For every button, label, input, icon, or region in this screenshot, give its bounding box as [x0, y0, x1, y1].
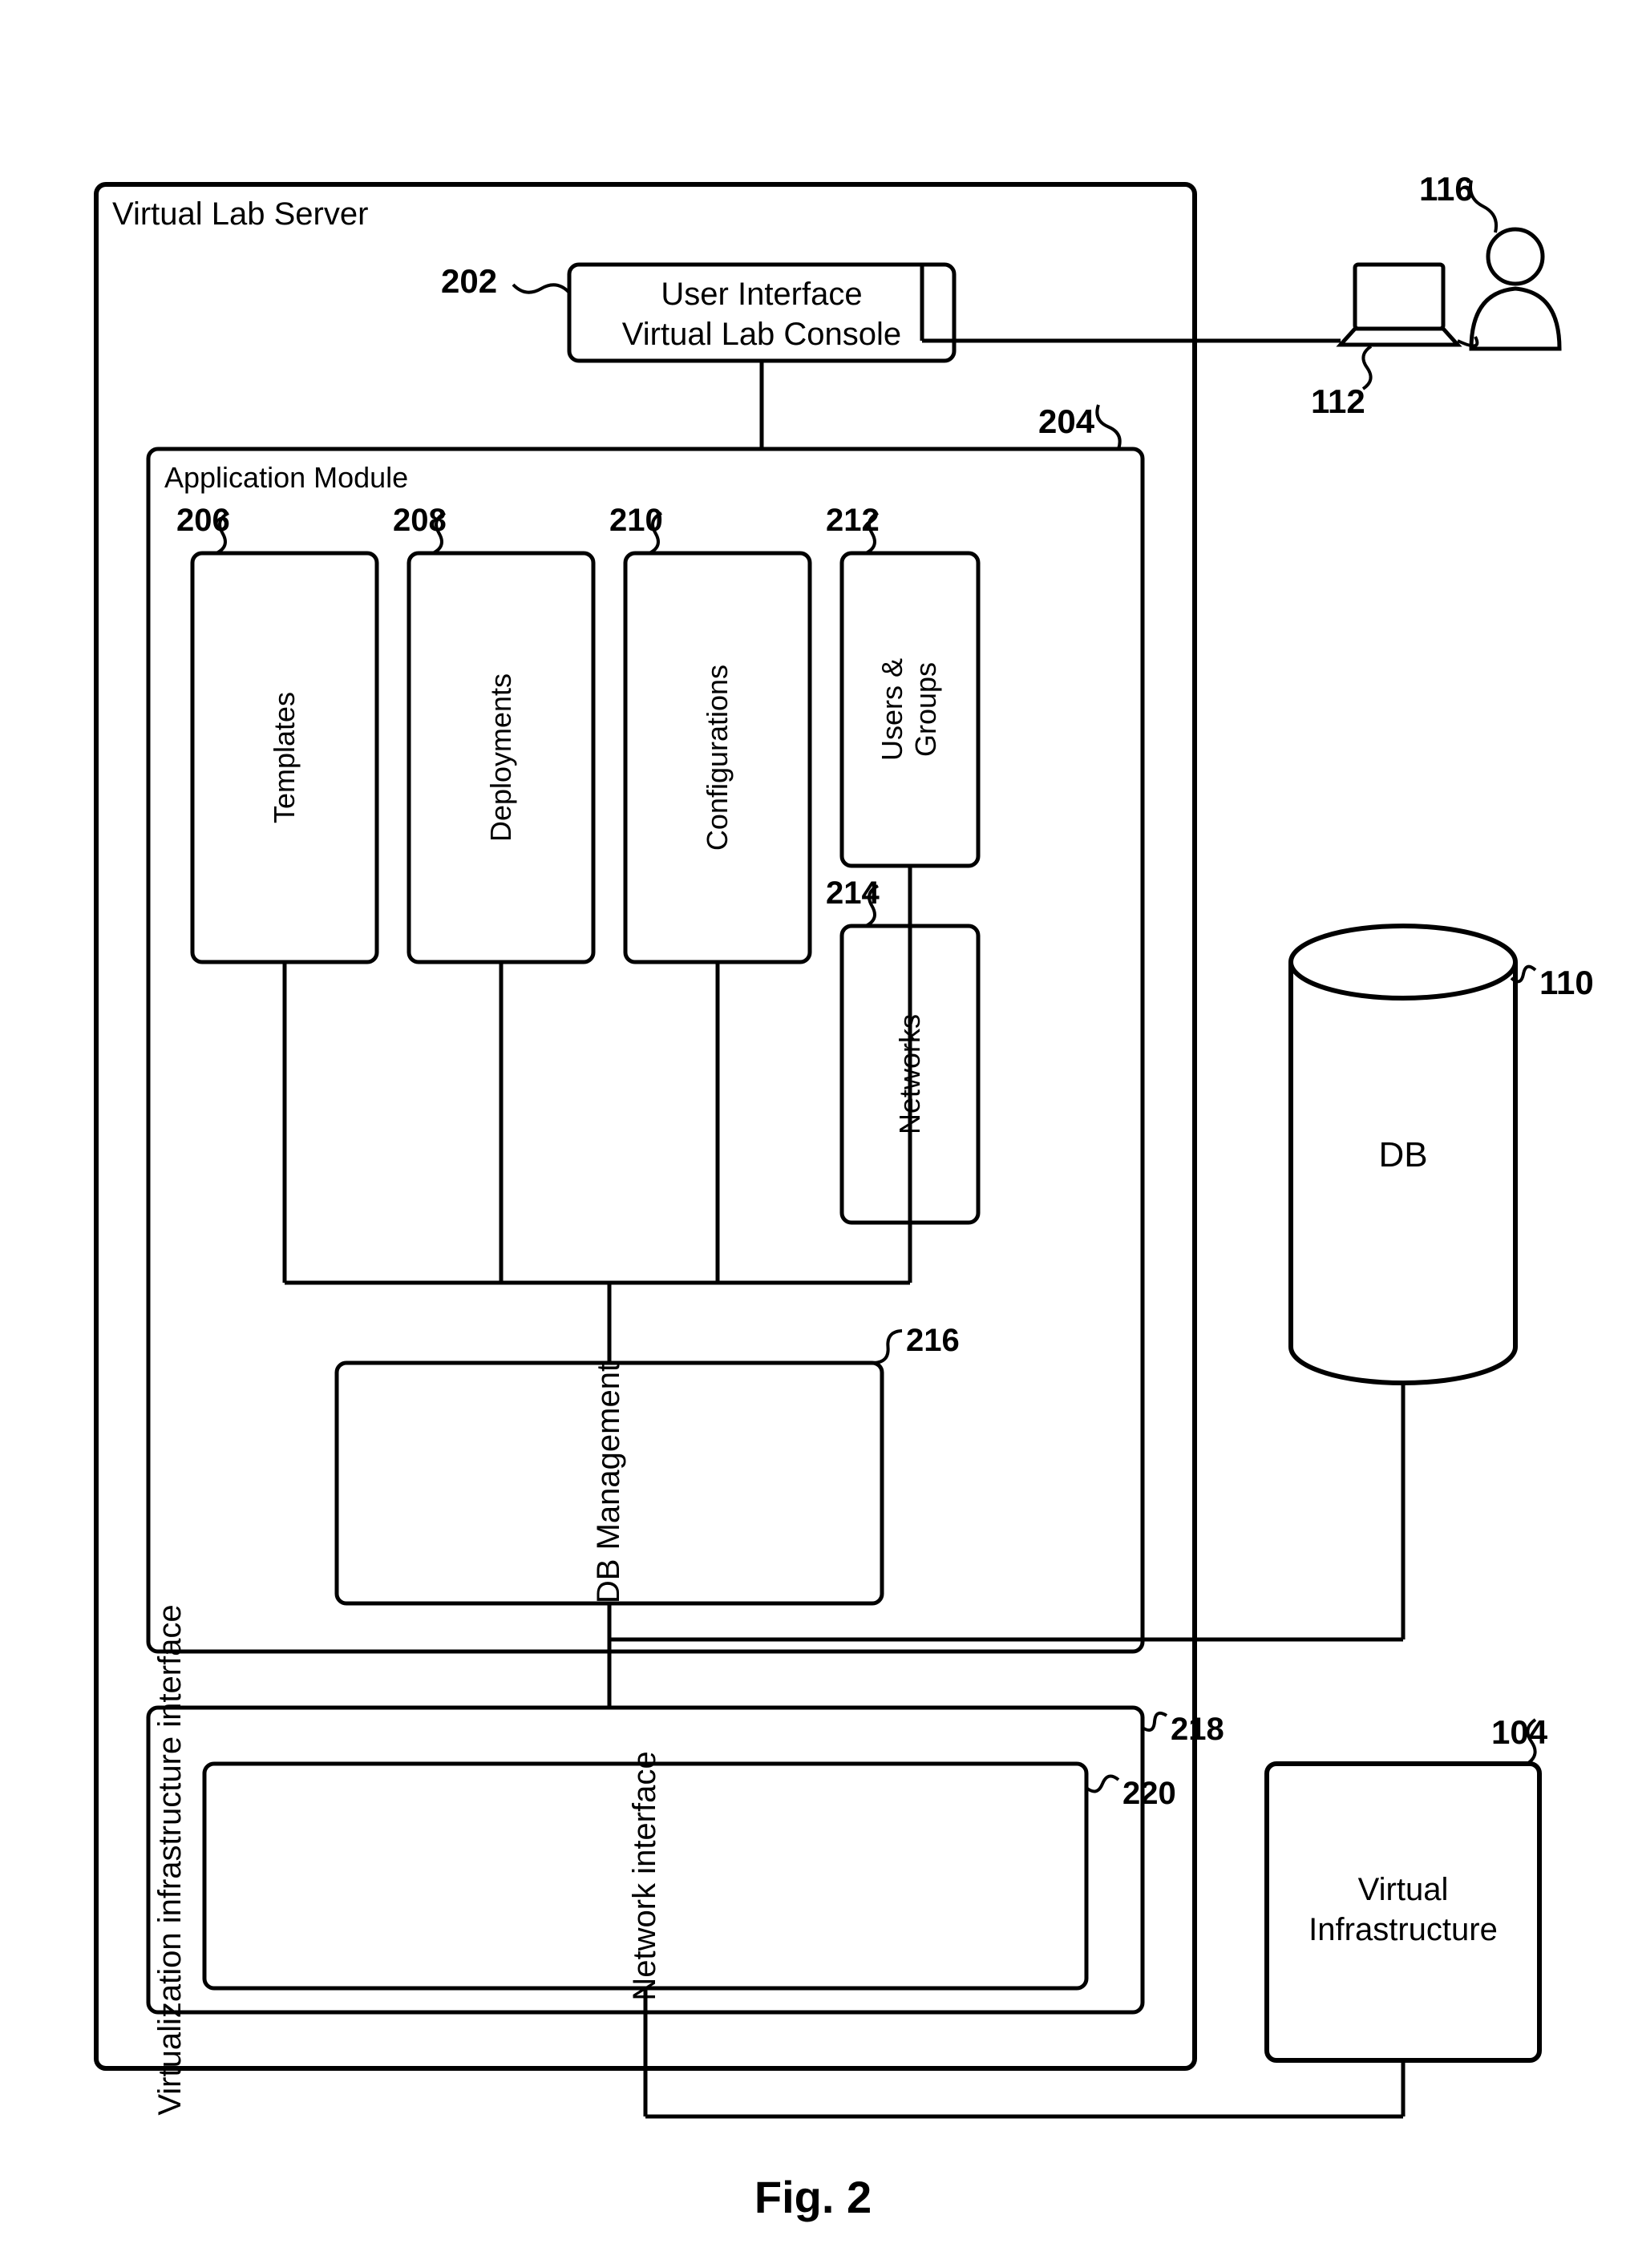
- ref-202: 202: [441, 262, 497, 300]
- user-interface-line2: Virtual Lab Console: [622, 317, 901, 352]
- ref-110: 110: [1539, 964, 1594, 1001]
- db-management-label: DB Management: [591, 1363, 626, 1603]
- ref-220: 220: [1122, 1776, 1176, 1811]
- laptop-screen: [1355, 265, 1443, 329]
- db-cylinder-top: [1291, 926, 1515, 998]
- user-body: [1471, 289, 1559, 349]
- ref-116: 116: [1419, 170, 1474, 208]
- ref-216: 216: [906, 1323, 960, 1358]
- user-interface-line1: User Interface: [661, 277, 862, 312]
- ref-112: 112: [1311, 382, 1365, 420]
- users-groups-label1: Users &: [876, 658, 908, 761]
- laptop-base: [1341, 329, 1458, 345]
- network-interface-label: Network interface: [627, 1751, 662, 2000]
- ref-218: 218: [1171, 1712, 1224, 1747]
- figure-caption: Fig. 2: [754, 2172, 872, 2222]
- db-label: DB: [1378, 1135, 1427, 1174]
- vii-label: Virtualization infrastructure interface: [152, 1604, 188, 2115]
- virtual-infrastructure-line1: Virtual: [1358, 1872, 1449, 1907]
- leader-116: [1470, 180, 1496, 232]
- user-head: [1488, 229, 1543, 284]
- ref-204: 204: [1038, 402, 1095, 440]
- templates-label: Templates: [268, 692, 301, 823]
- ref-104: 104: [1491, 1713, 1548, 1751]
- virtual-infrastructure-line2: Infrastructure: [1308, 1912, 1498, 1947]
- users-groups-label2: Groups: [909, 662, 942, 757]
- deployments-label: Deployments: [484, 673, 517, 842]
- virtual-lab-server-title: Virtual Lab Server: [112, 196, 368, 232]
- configurations-label: Configurations: [701, 665, 734, 851]
- application-module-title: Application Module: [164, 461, 408, 494]
